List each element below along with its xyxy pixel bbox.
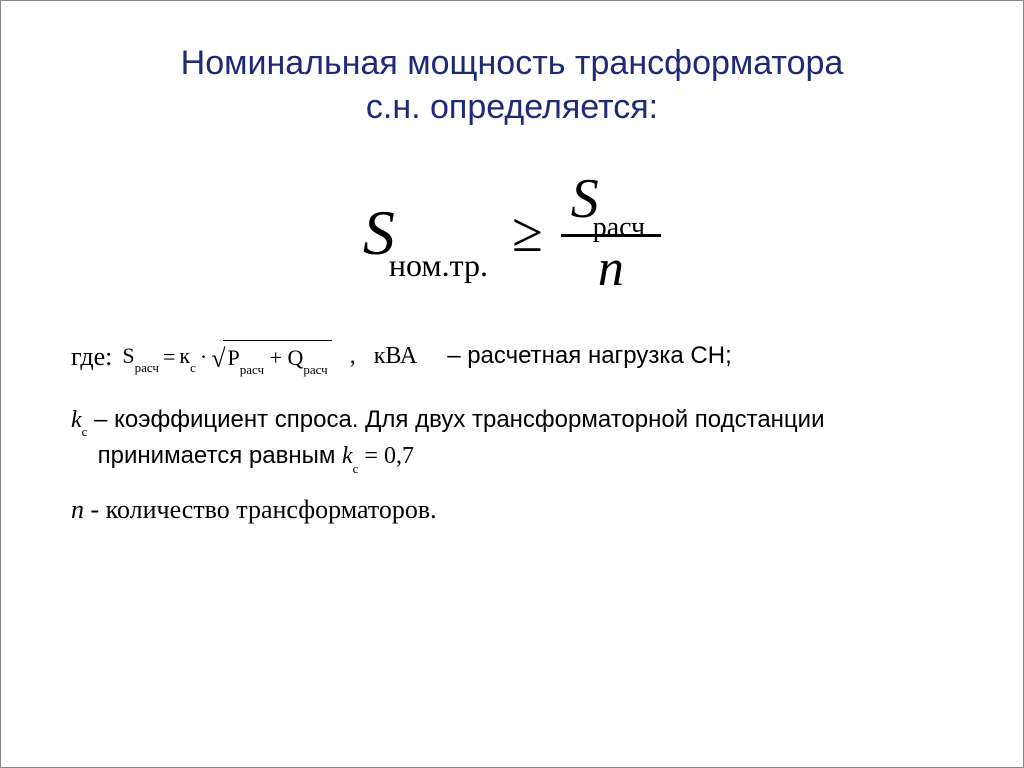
n-line: n - количество трансформаторов.	[71, 490, 953, 529]
kc-text-1: – коэффициент спроса. Для двух трансформ…	[87, 406, 824, 433]
comma: ,	[350, 338, 356, 374]
kc-symbol: kс	[71, 407, 87, 433]
denominator: n	[588, 241, 634, 297]
srasc-var: Sрасч	[122, 339, 159, 374]
unit: кВА	[374, 338, 418, 374]
lhs-sub: ном.тр.	[389, 247, 488, 283]
sqrt-sign: √	[211, 339, 225, 378]
where-line: где: Sрасч = кс · √ Pрасч + Qрасч , кВА …	[71, 337, 953, 376]
srasc-formula: Sрасч = кс · √ Pрасч + Qрасч	[122, 337, 331, 376]
operator: ≥	[512, 201, 543, 265]
kc-value: kс = 0,7	[342, 443, 414, 469]
numerator: Sрасч	[561, 169, 661, 229]
n-var: n	[71, 495, 84, 524]
lhs: Sном.тр.	[363, 196, 494, 270]
kc: кс	[179, 339, 195, 374]
srasc-description: – расчетная нагрузка СН;	[447, 338, 732, 374]
where-label: где:	[71, 337, 112, 376]
kc-line: kс – коэффициент спроса. Для двух трансф…	[71, 402, 953, 475]
slide-title: Номинальная мощность трансформатора с.н.…	[1, 1, 1023, 139]
kc-text-2: принимается равным	[98, 442, 342, 469]
sqrt-body: Pрасч + Qрасч	[223, 340, 331, 376]
body-text: где: Sрасч = кс · √ Pрасч + Qрасч , кВА …	[1, 297, 1023, 530]
num-sub: расч	[593, 212, 645, 243]
main-formula: Sном.тр. ≥ Sрасч n	[1, 169, 1023, 296]
title-line-2: с.н. определяется:	[366, 88, 658, 126]
fraction: Sрасч n	[561, 169, 661, 296]
sqrt: √ Pрасч + Qрасч	[211, 337, 332, 376]
dot: ·	[200, 340, 207, 373]
title-line-1: Номинальная мощность трансформатора	[181, 44, 844, 82]
eq: =	[163, 340, 175, 373]
n-text: - количество трансформаторов.	[84, 495, 437, 524]
